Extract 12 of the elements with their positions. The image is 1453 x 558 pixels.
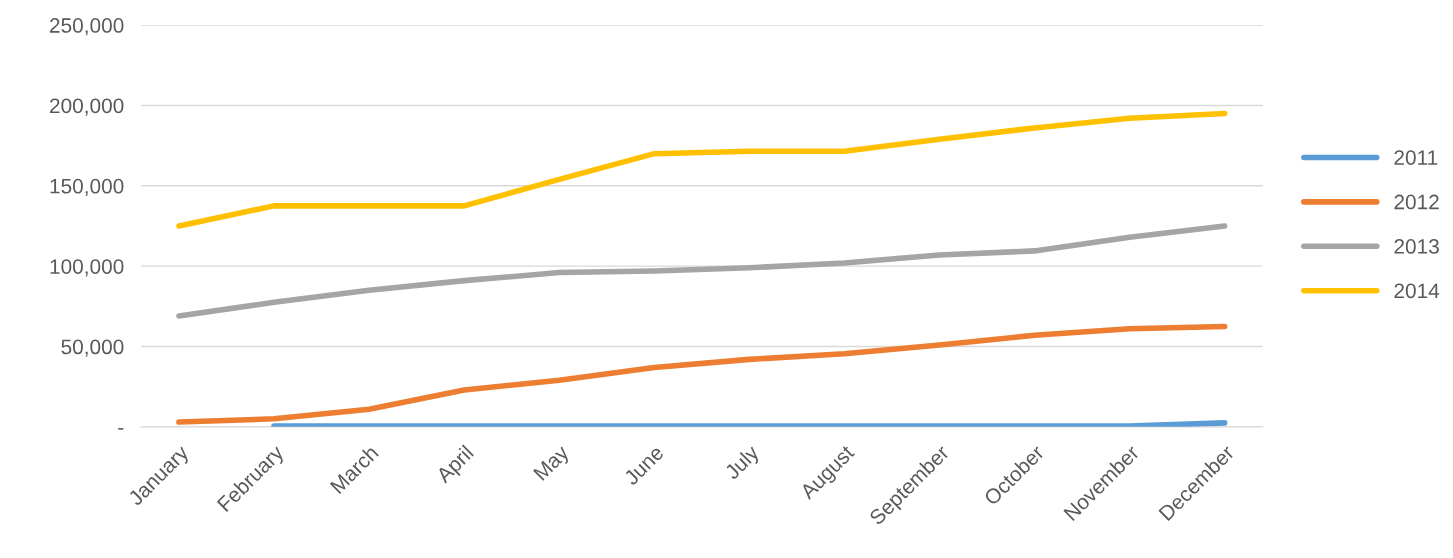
y-tick-label: - bbox=[118, 428, 124, 430]
x-tick-label: July bbox=[723, 443, 764, 484]
legend-label: 2014 bbox=[1394, 283, 1440, 299]
y-tick-label: 150,000 bbox=[50, 178, 124, 197]
legend-label: 2012 bbox=[1394, 194, 1439, 210]
y-tick-label: 100,000 bbox=[50, 259, 124, 277]
y-tick-label: 50,000 bbox=[61, 339, 124, 357]
legend-label: 2011 bbox=[1394, 150, 1438, 165]
y-tick-label: 200,000 bbox=[50, 98, 124, 116]
legend-label: 2013 bbox=[1394, 239, 1439, 254]
x-tick-label: May bbox=[533, 444, 573, 484]
y-tick-label: 250,000 bbox=[50, 18, 124, 36]
